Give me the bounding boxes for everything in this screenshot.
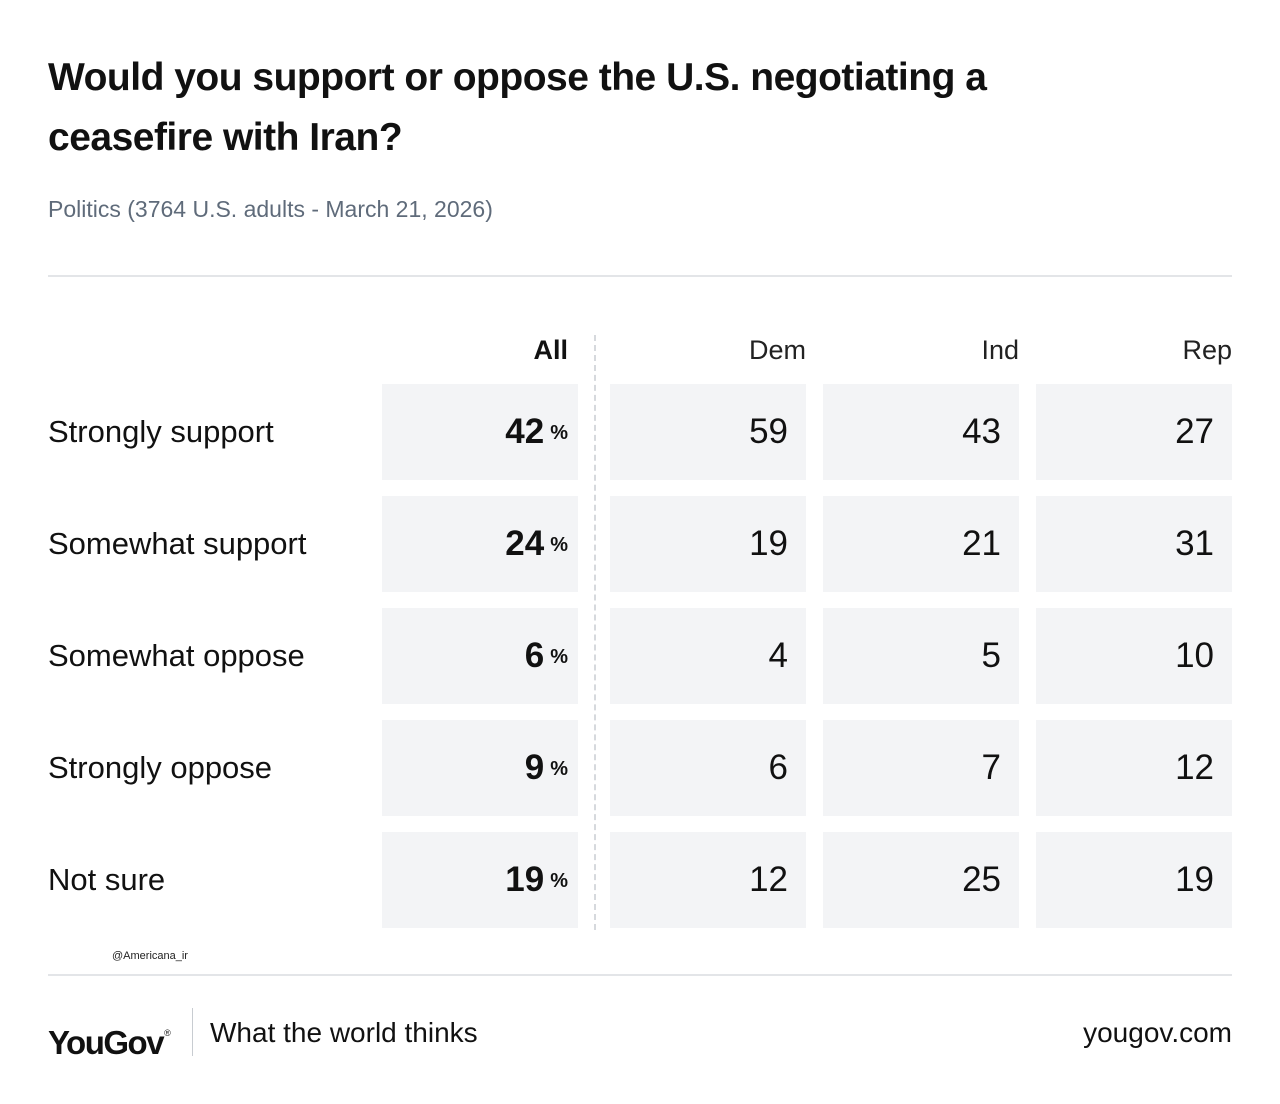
watermark: @Americana_ir <box>112 950 188 962</box>
cell-somewhat-support-ind: 21 <box>823 496 1019 592</box>
percent-sign: % <box>550 646 568 668</box>
cell-somewhat-oppose-dem: 4 <box>610 608 806 704</box>
value-all: 19 <box>505 860 545 899</box>
column-header-rep: Rep <box>1182 335 1232 365</box>
cell-not-sure-dem: 12 <box>610 832 806 928</box>
value-all: 42 <box>505 412 545 451</box>
all-column-divider <box>594 335 596 930</box>
percent-sign: % <box>550 870 568 892</box>
value-all: 24 <box>505 524 545 563</box>
cell-not-sure-all: 19% <box>382 832 578 928</box>
row-label-strongly-support: Strongly support <box>48 414 274 449</box>
value-all: 9 <box>524 748 545 787</box>
cell-strongly-support-all: 42% <box>382 384 578 480</box>
percent-sign: % <box>550 422 568 444</box>
row-label-not-sure: Not sure <box>48 862 166 897</box>
yougov-logo[interactable]: YouGov® <box>48 1010 171 1066</box>
percent-sign: % <box>550 534 568 556</box>
cell-not-sure-rep: 19 <box>1036 832 1232 928</box>
cell-strongly-oppose-ind: 7 <box>823 720 1019 816</box>
cell-somewhat-oppose-rep: 10 <box>1036 608 1232 704</box>
chart-title: Would you support or oppose the U.S. neg… <box>48 56 987 159</box>
cell-strongly-support-ind: 43 <box>823 384 1019 480</box>
top-divider <box>48 275 1232 277</box>
cell-strongly-oppose-all: 9% <box>382 720 578 816</box>
column-header-ind: Ind <box>981 335 1019 365</box>
percent-sign: % <box>550 758 568 780</box>
logo-text: YouGov <box>48 1024 165 1061</box>
row-label-strongly-oppose: Strongly oppose <box>48 750 273 785</box>
row-label-somewhat-oppose: Somewhat oppose <box>48 638 305 673</box>
cell-somewhat-support-all: 24% <box>382 496 578 592</box>
site-link[interactable]: yougov.com <box>1083 1017 1232 1048</box>
value-all: 6 <box>524 636 545 675</box>
bottom-divider <box>48 974 1232 976</box>
cell-somewhat-oppose-all: 6% <box>382 608 578 704</box>
cell-strongly-support-rep: 27 <box>1036 384 1232 480</box>
chart-subtitle: Politics (3764 U.S. adults - March 21, 2… <box>48 196 493 222</box>
cell-strongly-oppose-rep: 12 <box>1036 720 1232 816</box>
column-header-dem: Dem <box>748 335 806 365</box>
cell-strongly-support-dem: 59 <box>610 384 806 480</box>
tagline: What the world thinks <box>210 1017 478 1048</box>
registered-mark: ® <box>164 1028 171 1038</box>
cell-somewhat-oppose-ind: 5 <box>823 608 1019 704</box>
column-header-all: All <box>533 335 568 365</box>
row-label-somewhat-support: Somewhat support <box>48 526 307 561</box>
cell-not-sure-ind: 25 <box>823 832 1019 928</box>
footer-separator <box>192 1008 193 1056</box>
cell-somewhat-support-rep: 31 <box>1036 496 1232 592</box>
cell-strongly-oppose-dem: 6 <box>610 720 806 816</box>
cell-somewhat-support-dem: 19 <box>610 496 806 592</box>
